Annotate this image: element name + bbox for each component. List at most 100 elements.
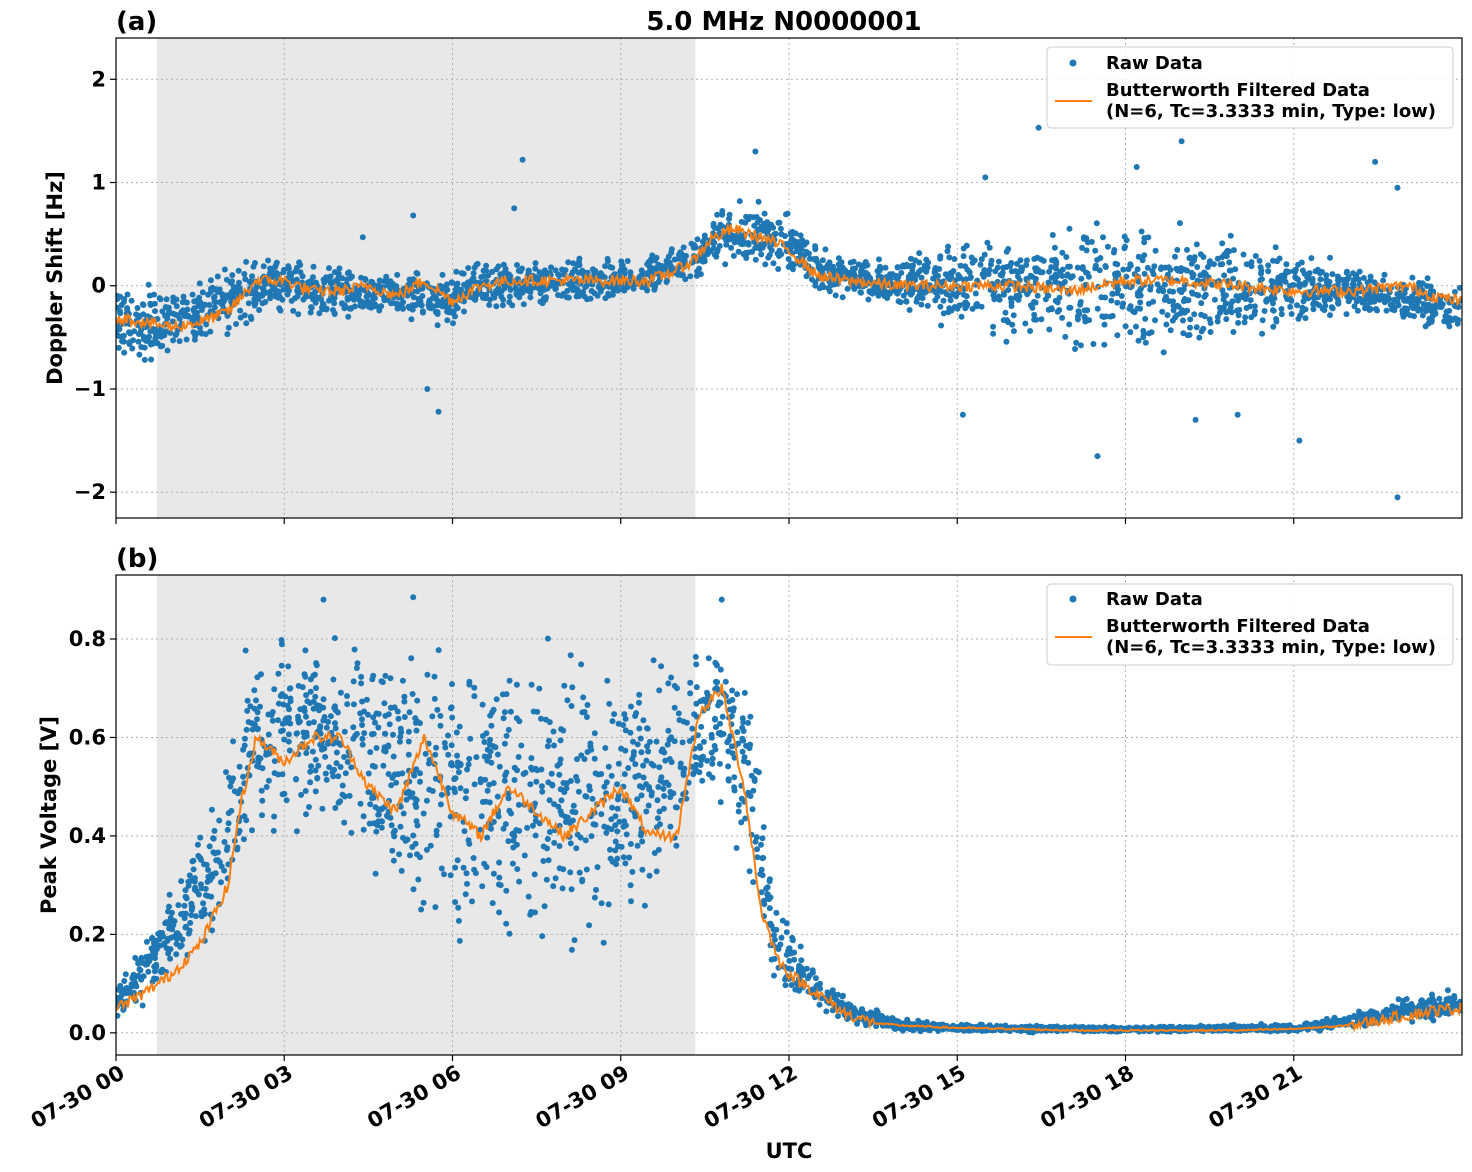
raw-data-point bbox=[666, 736, 673, 743]
raw-data-point bbox=[502, 821, 509, 828]
raw-data-point bbox=[515, 801, 522, 808]
raw-data-point bbox=[473, 261, 480, 268]
raw-data-point bbox=[1048, 306, 1055, 313]
raw-data-point bbox=[516, 718, 523, 725]
raw-data-point bbox=[1164, 312, 1171, 319]
raw-data-point bbox=[214, 273, 221, 280]
raw-data-point bbox=[1083, 247, 1090, 254]
raw-data-point bbox=[245, 719, 252, 725]
raw-data-point bbox=[194, 309, 200, 316]
raw-data-point bbox=[1074, 264, 1081, 271]
raw-data-point bbox=[1057, 268, 1064, 275]
raw-data-point bbox=[190, 857, 197, 864]
raw-data-point bbox=[627, 841, 634, 847]
raw-data-point bbox=[552, 875, 559, 882]
raw-data-point bbox=[307, 768, 314, 775]
raw-data-point bbox=[605, 901, 612, 908]
raw-data-point bbox=[900, 292, 907, 299]
raw-data-point bbox=[467, 278, 474, 285]
raw-data-point bbox=[755, 226, 762, 233]
raw-data-point bbox=[237, 307, 244, 314]
raw-data-point bbox=[819, 281, 826, 288]
raw-data-point bbox=[875, 273, 882, 280]
raw-data-point bbox=[1127, 261, 1134, 268]
raw-data-point bbox=[702, 235, 708, 242]
raw-data-point bbox=[641, 902, 648, 909]
raw-data-point bbox=[198, 885, 205, 892]
raw-data-point bbox=[1259, 330, 1266, 337]
raw-data-point bbox=[761, 901, 768, 908]
raw-data-point bbox=[575, 269, 582, 276]
raw-data-point bbox=[743, 251, 749, 258]
raw-data-point bbox=[176, 315, 183, 322]
raw-data-point bbox=[1236, 306, 1243, 313]
raw-data-point bbox=[672, 804, 679, 811]
raw-data-point bbox=[406, 709, 413, 716]
raw-data-point bbox=[426, 786, 433, 793]
raw-data-point bbox=[1270, 323, 1277, 330]
raw-data-point bbox=[1186, 332, 1193, 338]
raw-data-point bbox=[826, 259, 833, 266]
raw-data-point bbox=[1200, 325, 1207, 332]
raw-data-point bbox=[904, 1016, 911, 1023]
raw-data-point bbox=[1247, 297, 1254, 304]
raw-data-point bbox=[307, 676, 314, 683]
raw-data-point bbox=[668, 246, 675, 253]
raw-data-point bbox=[427, 842, 434, 849]
raw-data-point bbox=[1276, 255, 1283, 262]
raw-data-point bbox=[717, 699, 724, 706]
raw-data-point bbox=[1230, 247, 1237, 254]
raw-data-point bbox=[159, 930, 166, 936]
raw-data-point bbox=[998, 272, 1005, 279]
raw-data-point bbox=[978, 303, 985, 310]
raw-data-point bbox=[501, 740, 508, 747]
raw-data-point bbox=[1108, 297, 1115, 304]
raw-data-point bbox=[589, 795, 596, 802]
raw-data-point bbox=[1411, 303, 1418, 310]
raw-data-point bbox=[680, 718, 687, 725]
raw-data-point bbox=[116, 344, 122, 351]
raw-data-point bbox=[742, 815, 749, 822]
raw-data-point bbox=[1403, 305, 1410, 312]
raw-data-point bbox=[1193, 324, 1200, 331]
raw-data-point bbox=[236, 279, 242, 286]
raw-data-point bbox=[166, 891, 173, 898]
raw-data-point bbox=[500, 825, 507, 832]
raw-data-point bbox=[209, 284, 216, 291]
raw-data-point bbox=[632, 761, 639, 768]
raw-data-point bbox=[594, 292, 601, 299]
y-tick-label: 1 bbox=[91, 171, 106, 195]
raw-data-point bbox=[751, 778, 758, 784]
raw-data-point bbox=[1278, 306, 1285, 312]
raw-data-point bbox=[275, 670, 282, 677]
raw-data-point bbox=[912, 257, 919, 264]
raw-data-point bbox=[1351, 303, 1358, 310]
raw-data-point bbox=[593, 886, 599, 893]
raw-data-point bbox=[372, 719, 378, 726]
raw-data-point bbox=[396, 851, 403, 858]
raw-data-point bbox=[1177, 287, 1184, 294]
raw-data-point bbox=[813, 983, 820, 990]
raw-data-point bbox=[306, 720, 312, 727]
raw-data-point bbox=[1140, 334, 1147, 341]
raw-data-point bbox=[350, 724, 357, 731]
raw-data-point bbox=[803, 273, 810, 280]
raw-data-point bbox=[1270, 300, 1276, 307]
raw-data-point bbox=[341, 305, 348, 312]
raw-data-point bbox=[588, 288, 595, 294]
raw-data-point bbox=[470, 270, 477, 277]
raw-data-point bbox=[717, 799, 724, 806]
raw-data-point bbox=[1066, 225, 1073, 232]
raw-data-point bbox=[191, 298, 198, 305]
raw-data-point bbox=[218, 879, 224, 886]
raw-data-point bbox=[1031, 311, 1038, 318]
raw-data-point bbox=[1053, 261, 1060, 267]
raw-data-point bbox=[978, 256, 985, 263]
raw-data-point bbox=[651, 286, 658, 293]
raw-data-point bbox=[229, 278, 235, 285]
raw-data-point bbox=[757, 245, 763, 252]
raw-data-point bbox=[823, 1008, 830, 1015]
raw-data-point bbox=[653, 738, 660, 745]
raw-data-point bbox=[151, 968, 158, 975]
